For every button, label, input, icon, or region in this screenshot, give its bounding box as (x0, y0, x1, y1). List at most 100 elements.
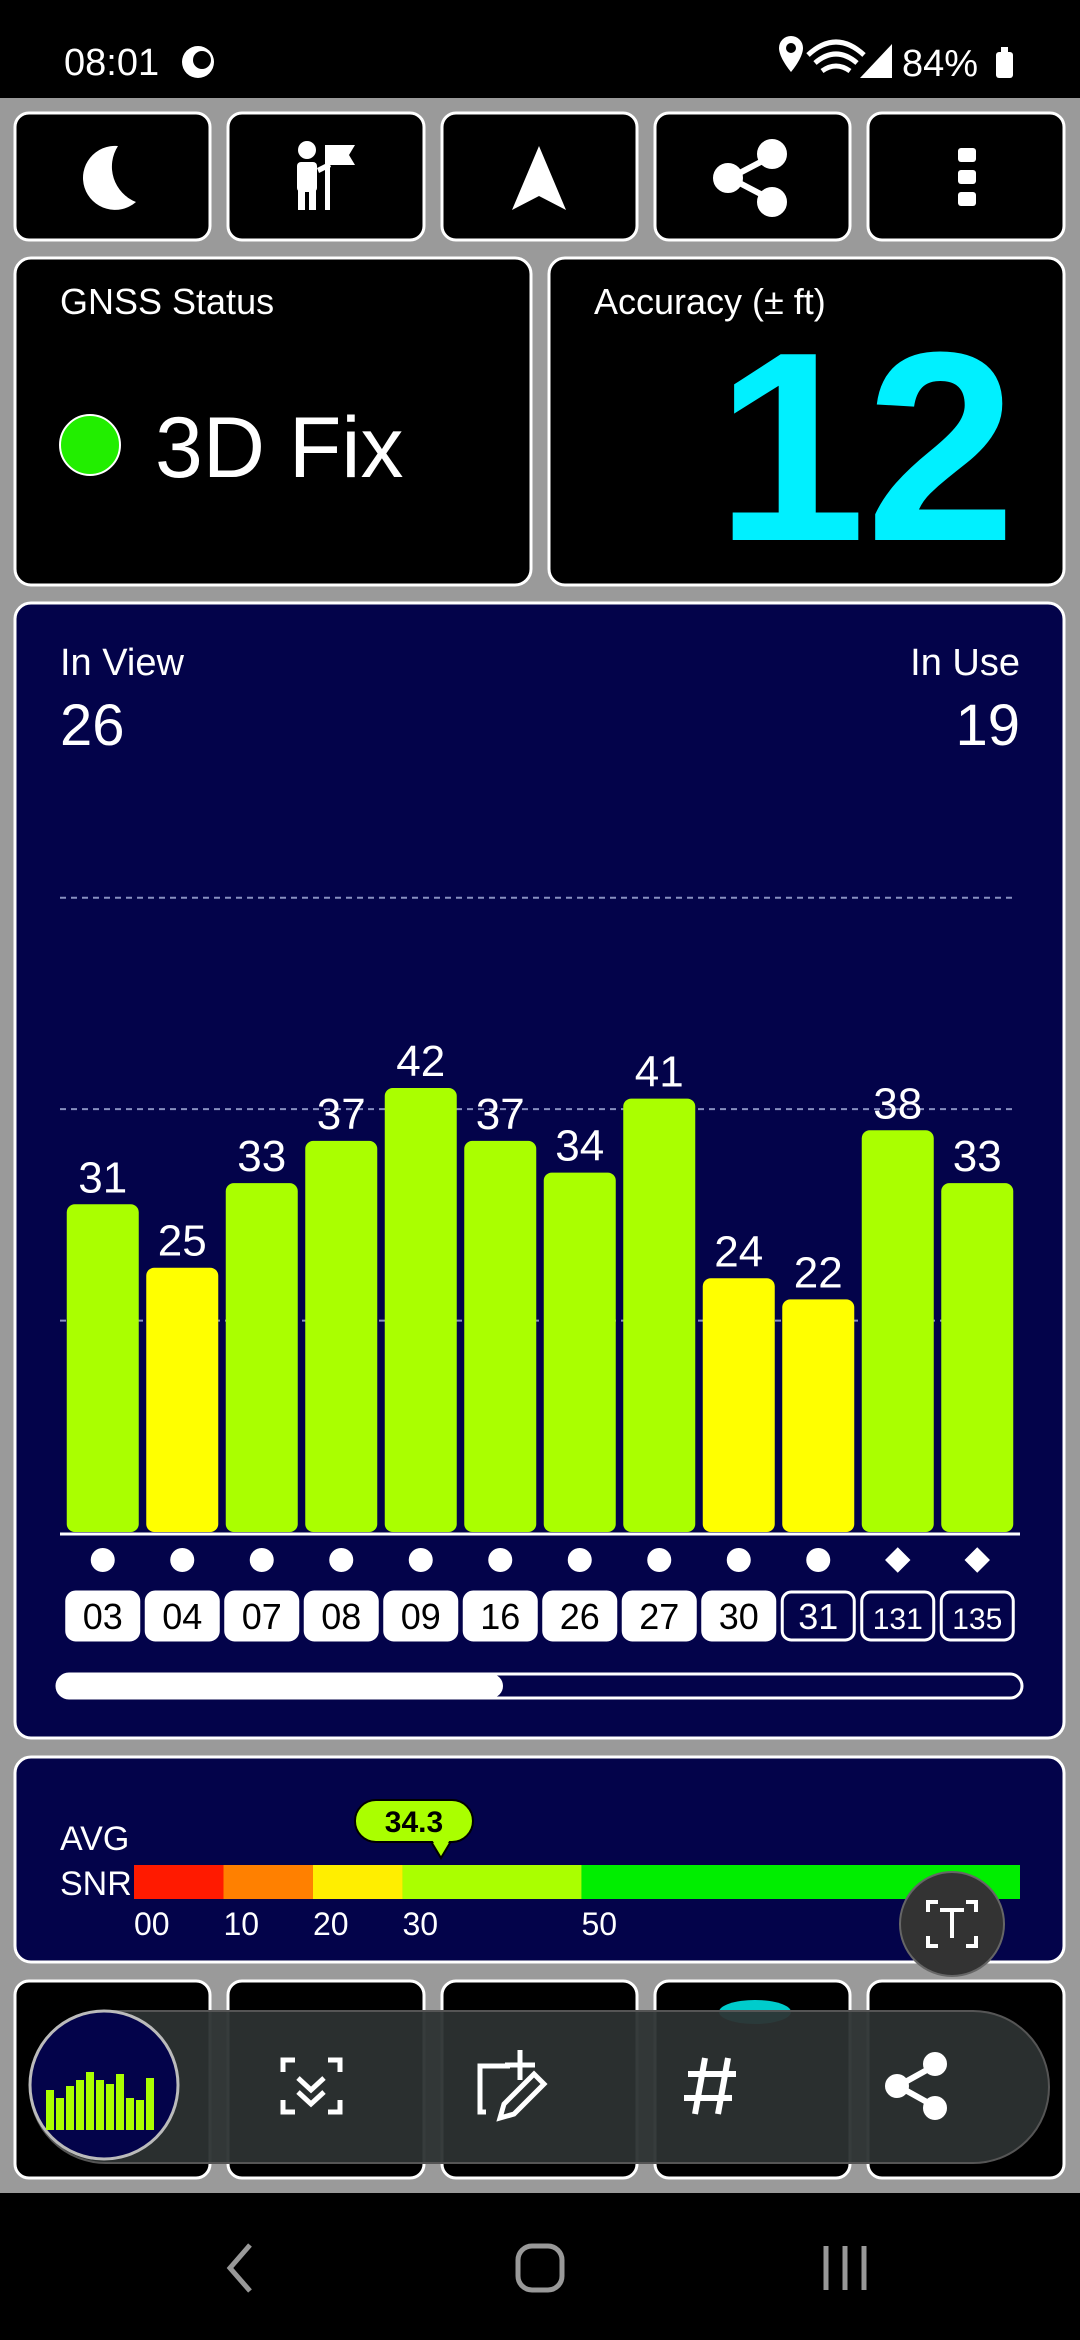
satellite-id: 135 (952, 1603, 1002, 1636)
satellite-id: 31 (798, 1596, 838, 1637)
satellite-id-box (224, 1590, 300, 1642)
signal-bar (464, 1140, 537, 1532)
bar-value-label: 33 (953, 1132, 1002, 1181)
satellite-marker (170, 1548, 195, 1572)
accuracy-value: 12 (716, 297, 1016, 598)
satellite-id-box (383, 1590, 459, 1642)
moon-icon (82, 145, 136, 210)
avg-label: AVG (60, 1820, 129, 1858)
signal-bar (305, 1140, 378, 1532)
bar-value-label: 37 (476, 1090, 525, 1139)
bar-value-label: 22 (794, 1248, 843, 1297)
back-button[interactable] (226, 2243, 252, 2293)
status-time: 08:01 (64, 42, 159, 84)
bar-value-label: 37 (317, 1090, 366, 1139)
snr-band (223, 1865, 313, 1899)
battery-icon (1001, 47, 1008, 53)
accuracy-card (547, 256, 1066, 587)
satellite-marker (567, 1548, 592, 1572)
navigation-bar (0, 2193, 1080, 2340)
snr-tick-label: 00 (134, 1906, 170, 1942)
bar-value-label: 34 (555, 1122, 604, 1171)
share-icon (713, 139, 787, 217)
location-icon (779, 36, 803, 72)
accuracy-label: Accuracy (± ft) (594, 281, 826, 322)
signal-bar (861, 1130, 934, 1532)
snr-tick-label: 50 (581, 1906, 617, 1942)
snr-card (13, 1755, 1066, 1964)
in-use-label: In Use (910, 642, 1020, 684)
navigate-icon (512, 146, 566, 210)
satellite-marker (329, 1548, 354, 1572)
battery-icon (996, 52, 1013, 78)
satellite-id: 04 (162, 1596, 202, 1637)
text-recognition-icon (926, 1900, 978, 1948)
bar-value-label: 24 (714, 1227, 763, 1276)
snr-tick-label: 30 (402, 1906, 438, 1942)
satellite-id-box (939, 1590, 1015, 1642)
satellite-id-box (542, 1590, 618, 1642)
satellite-id-box (860, 1590, 936, 1642)
satellite-id-box (65, 1590, 141, 1642)
thumbnail-preview (46, 2072, 154, 2130)
satellite-id: 03 (83, 1596, 123, 1637)
satellite-id: 131 (873, 1603, 923, 1636)
hashtag-icon[interactable] (684, 2057, 736, 2115)
menu-icon (958, 148, 976, 206)
satellite-marker (90, 1548, 115, 1572)
snr-band (312, 1865, 403, 1899)
share-screenshot-icon[interactable] (885, 2052, 947, 2120)
signal-bar (225, 1183, 298, 1532)
signal-bar (702, 1278, 775, 1532)
avg-pointer-fill (430, 1838, 451, 1855)
satellite-marker (806, 1548, 831, 1572)
gnss-status-label: GNSS Status (60, 281, 274, 322)
in-use-count: 19 (955, 693, 1020, 758)
status-icon (193, 51, 211, 69)
satellite-marker (249, 1548, 274, 1572)
satellite-id: 26 (560, 1596, 600, 1637)
avg-bubble (353, 1799, 474, 1843)
satellite-marker (726, 1548, 751, 1572)
satellite-marker (647, 1548, 672, 1572)
fix-indicator (59, 414, 121, 476)
satellite-id-box (462, 1590, 538, 1642)
satellite-id: 16 (480, 1596, 520, 1637)
satellite-id-box (701, 1590, 777, 1642)
in-view-label: In View (60, 642, 184, 684)
snr-label: SNR (60, 1865, 132, 1903)
person-flag-icon (297, 141, 355, 210)
edit-icon[interactable] (477, 2050, 548, 2122)
satellite-id: 27 (639, 1596, 679, 1637)
satellite-id: 09 (401, 1596, 441, 1637)
snr-band (134, 1865, 224, 1899)
recents-button[interactable] (823, 2246, 867, 2290)
scroll-capture-icon[interactable] (280, 2057, 343, 2115)
signal-bar (543, 1172, 616, 1532)
home-button[interactable] (515, 2243, 565, 2293)
signal-bar (384, 1088, 457, 1532)
bar-value-label: 33 (237, 1132, 286, 1181)
satellite-marker (408, 1548, 433, 1572)
snr-scale: 00 10 20 30 50 34.3 (134, 1799, 1020, 1942)
satellite-id-box (303, 1590, 379, 1642)
bar-value-label: 41 (635, 1048, 684, 1097)
snr-band (402, 1865, 582, 1899)
bar-value-label: 25 (158, 1217, 207, 1266)
status-battery: 84% (902, 43, 978, 85)
bar-value-label: 38 (873, 1079, 922, 1128)
bar-value-label: 42 (396, 1037, 445, 1086)
satellite-id-box (780, 1590, 856, 1642)
signal-bar (623, 1098, 696, 1532)
status-bar (0, 0, 1080, 98)
satellite-id: 30 (719, 1596, 759, 1637)
gnss-status-card (13, 256, 533, 587)
signal-icon (860, 44, 892, 78)
share-button[interactable] (653, 111, 852, 242)
scroll-thumb[interactable] (57, 1674, 503, 1698)
satellite-id-box (621, 1590, 697, 1642)
wifi-icon (806, 39, 866, 74)
toolbar (13, 111, 1066, 242)
